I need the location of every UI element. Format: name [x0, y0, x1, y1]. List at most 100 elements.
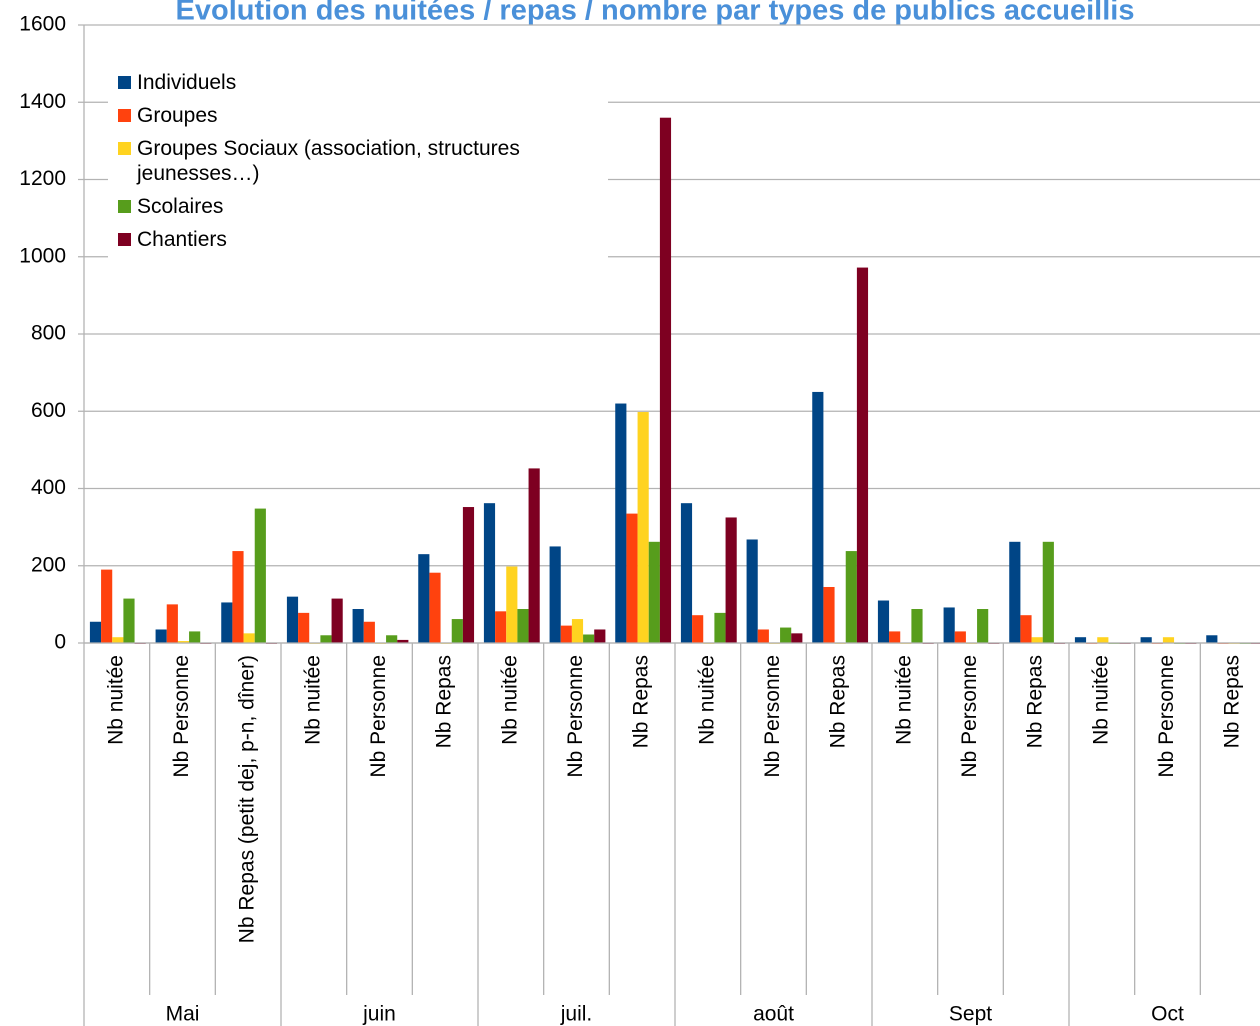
bar [638, 412, 649, 643]
bar [1009, 542, 1020, 643]
bar [791, 633, 802, 643]
x-tick-label: Nb nuitée [695, 655, 718, 745]
bar [911, 609, 922, 643]
x-tick-label: Nb Personne [367, 655, 390, 778]
y-tick-label: 1000 [19, 244, 66, 267]
bar [332, 599, 343, 643]
group-label: août [753, 1003, 794, 1026]
bar [846, 551, 857, 643]
bar [681, 503, 692, 643]
bar [878, 601, 889, 643]
legend-item: Groupes [118, 103, 588, 128]
y-tick-label: 1400 [19, 90, 66, 113]
bar [463, 507, 474, 643]
bar [484, 503, 495, 643]
x-tick-label: Nb Repas [630, 655, 653, 748]
bar [156, 629, 167, 643]
legend-item: Individuels [118, 70, 588, 95]
bar [823, 587, 834, 643]
bar [758, 629, 769, 643]
x-tick-label: Nb nuitée [104, 655, 127, 745]
bar [1032, 637, 1043, 643]
bar [517, 609, 528, 643]
bar [287, 597, 298, 643]
x-tick-label: Nb nuitée [1089, 655, 1112, 745]
bar [506, 567, 517, 643]
legend-label: Groupes Sociaux (association, structures… [137, 136, 588, 186]
bar [1043, 542, 1054, 643]
x-tick-label: Nb Repas [1024, 655, 1047, 748]
y-tick-label: 800 [31, 322, 66, 345]
bar [714, 613, 725, 643]
legend-label: Scolaires [137, 194, 223, 219]
bar [1206, 635, 1217, 643]
legend-item: Groupes Sociaux (association, structures… [118, 136, 588, 186]
legend: Individuels Groupes Groupes Sociaux (assoc… [108, 68, 608, 268]
bar [123, 599, 134, 643]
bar [232, 551, 243, 643]
bar [320, 635, 331, 643]
bar [626, 514, 637, 643]
x-tick-label: Nb nuitée [892, 655, 915, 745]
x-tick-label: Nb Repas (petit dej, p-n, dîner) [236, 655, 259, 943]
bar [747, 539, 758, 643]
y-tick-label: 1600 [19, 13, 66, 36]
bar [221, 602, 232, 643]
bar [429, 573, 440, 643]
bar [112, 637, 123, 643]
group-label: juil. [560, 1003, 593, 1026]
x-tick-label: Nb Repas [433, 655, 456, 748]
bar [90, 622, 101, 643]
legend-swatch [118, 233, 131, 246]
bar [726, 517, 737, 643]
x-tick-label: Nb Personne [564, 655, 587, 778]
legend-item: Scolaires [118, 194, 588, 219]
y-tick-label: 200 [31, 553, 66, 576]
x-tick-label: Nb nuitée [498, 655, 521, 745]
bar [572, 619, 583, 643]
x-tick-label: Nb Personne [761, 655, 784, 778]
bar [1020, 615, 1031, 643]
bar [977, 609, 988, 643]
bar [244, 633, 255, 643]
x-tick-label: Nb Personne [170, 655, 193, 778]
bar [364, 622, 375, 643]
bar [167, 604, 178, 643]
legend-label: Chantiers [137, 227, 227, 252]
bar [561, 626, 572, 643]
bar [660, 118, 671, 643]
legend-label: Individuels [137, 70, 236, 95]
bar [955, 631, 966, 643]
bar [298, 613, 309, 643]
bar [1075, 637, 1086, 643]
bar [944, 607, 955, 643]
legend-swatch [118, 76, 131, 89]
x-tick-label: Nb Personne [958, 655, 981, 778]
group-label: Sept [949, 1003, 992, 1026]
legend-label: Groupes [137, 103, 218, 128]
x-tick-label: Nb Repas [1221, 655, 1244, 748]
bar [1141, 637, 1152, 643]
y-tick-label: 600 [31, 399, 66, 422]
legend-item: Chantiers [118, 227, 588, 252]
y-tick-label: 400 [31, 476, 66, 499]
chart-title: Evolution des nuitées / repas / nombre p… [176, 0, 1135, 27]
group-label: juin [362, 1003, 396, 1026]
bar [255, 509, 266, 643]
bar [615, 404, 626, 643]
y-tick-label: 0 [54, 631, 66, 654]
bar [189, 631, 200, 643]
bar [857, 268, 868, 643]
group-label: Oct [1151, 1003, 1184, 1026]
page: Evolution des nuitées / repas / nombre p… [0, 0, 1260, 1026]
bar [780, 628, 791, 643]
bar [583, 635, 594, 643]
bar [889, 631, 900, 643]
bar [101, 570, 112, 643]
bar [418, 554, 429, 643]
bar [495, 611, 506, 643]
bar [1163, 637, 1174, 643]
x-tick-label: Nb Repas [827, 655, 850, 748]
bar [452, 619, 463, 643]
bar [692, 615, 703, 643]
